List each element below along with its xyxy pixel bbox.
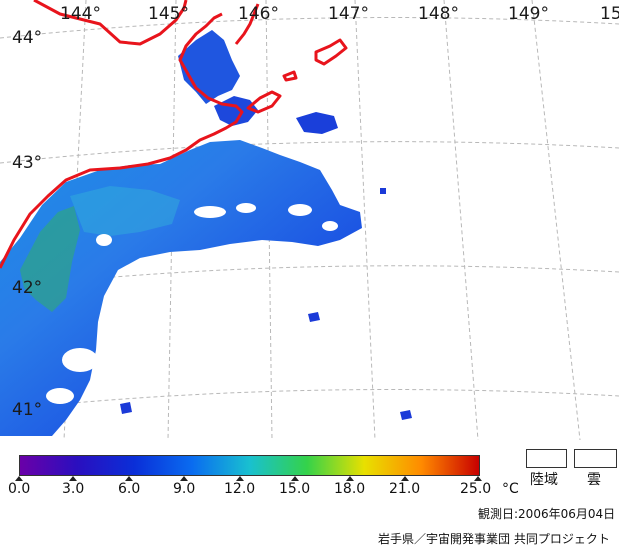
meridian-148 (443, 0, 479, 440)
longitude-label: 149° (508, 4, 549, 24)
sst-cyan-patch (70, 186, 180, 236)
longitude-label: 145° (148, 4, 189, 24)
sst-green-patch (20, 206, 80, 312)
sea-surface-temperature-map (0, 0, 619, 440)
legend-tick (346, 476, 354, 481)
legend-tick-label: 6.0 (118, 481, 141, 497)
land-key-swatch (526, 449, 567, 468)
shiretoko-peninsula-coastline (234, 3, 260, 45)
land-key-label: 陸域 (530, 472, 558, 488)
cloud-gap (194, 206, 226, 218)
latitude-label: 41° (12, 400, 43, 420)
meridian-149 (531, 0, 581, 440)
sst-nemuro-strait-patch (178, 30, 240, 104)
longitude-label: 148° (418, 4, 459, 24)
sst-south-patch-1 (308, 312, 320, 322)
sst-data (0, 30, 412, 436)
temperature-color-scale (19, 455, 480, 476)
cloud-gap (236, 203, 256, 213)
cloud-gap (96, 234, 112, 246)
cloud-gap (46, 388, 74, 404)
longitude-label: 144° (60, 4, 101, 24)
longitude-label: 15 (600, 4, 619, 24)
legend-tick-label: 18.0 (334, 481, 366, 497)
legend-tick (474, 476, 482, 481)
longitude-label: 146° (238, 4, 279, 24)
latitude-label: 43° (12, 153, 43, 173)
parallel-44 (0, 17, 619, 39)
hokkaido-coastline (0, 12, 244, 269)
longitude-label: 147° (328, 4, 369, 24)
sst-south-patch-2 (400, 410, 412, 420)
parallel-43 (0, 141, 619, 164)
legend-tick-label: 15.0 (279, 481, 311, 497)
kunashir-island-coastline (246, 90, 282, 114)
legend-tick-label: 12.0 (224, 481, 256, 497)
etorofu-island-coastline (314, 38, 348, 66)
sst-far-east-dot (380, 188, 386, 194)
meridian-147 (354, 0, 376, 440)
legend-tick (15, 476, 23, 481)
legend-tick (401, 476, 409, 481)
legend-tick-label: 0.0 (8, 481, 31, 497)
cloud-gap (62, 348, 98, 372)
northwest-coastline (33, 0, 188, 46)
credit-text: 岩手県／宇宙開発事業団 共同プロジェクト (378, 532, 610, 546)
latitude-label: 44° (12, 28, 43, 48)
legend-tick-label: 9.0 (173, 481, 196, 497)
legend-tick (180, 476, 188, 481)
cloud-gaps (46, 203, 338, 404)
cloud-key-label: 雲 (587, 472, 601, 488)
legend-unit: °C (502, 481, 519, 497)
legend-tick-label: 3.0 (62, 481, 85, 497)
sst-east-patch (296, 112, 338, 134)
legend-tick (291, 476, 299, 481)
legend-tick (125, 476, 133, 481)
islet-coastline (282, 70, 298, 82)
legend-tick-label: 25.0 (460, 481, 492, 497)
legend-tick (69, 476, 77, 481)
sst-south-patch-3 (120, 402, 132, 414)
coastline (0, 0, 348, 269)
cloud-gap (322, 221, 338, 231)
observation-date: 観測日:2006年06月04日 (478, 507, 616, 521)
legend-tick (236, 476, 244, 481)
legend-tick-label: 21.0 (389, 481, 421, 497)
latitude-label: 42° (12, 278, 43, 298)
cloud-gap (288, 204, 312, 216)
cloud-key-swatch (574, 449, 617, 468)
parallel-41 (0, 389, 619, 411)
